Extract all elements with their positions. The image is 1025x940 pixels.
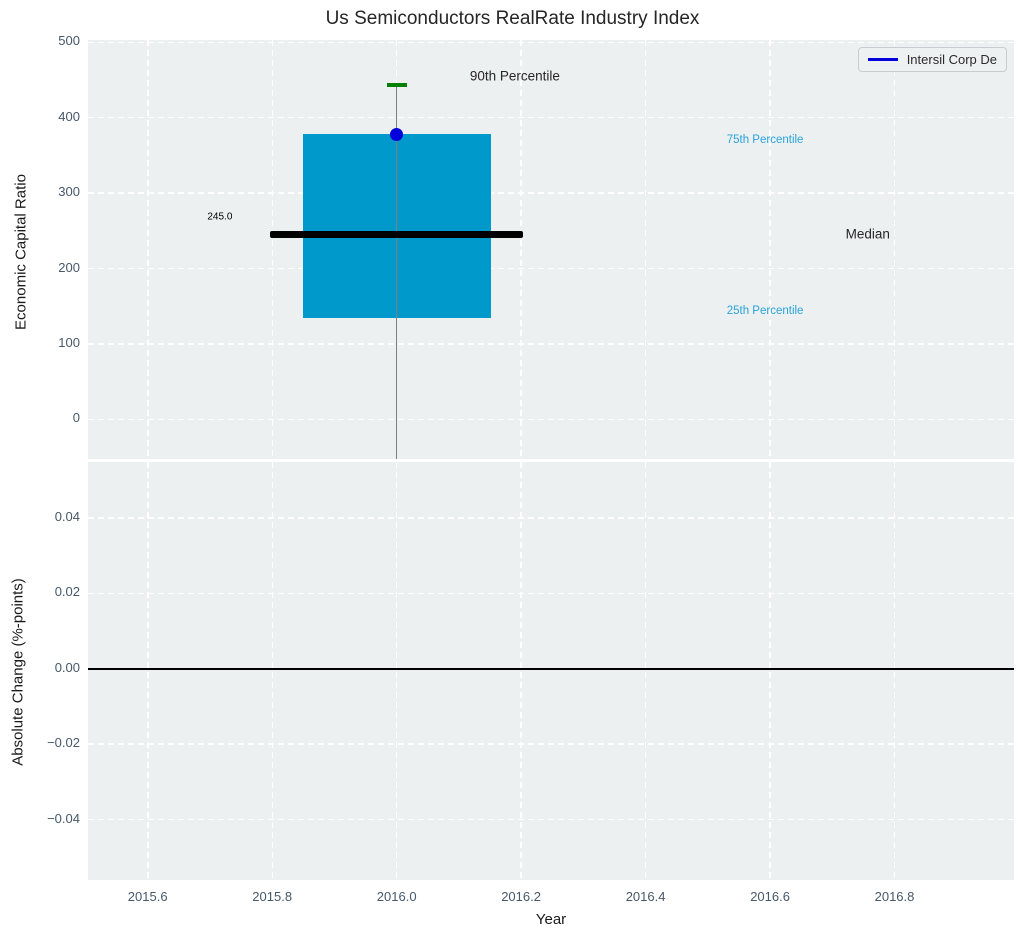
x-tick-label: 2016.6 — [750, 889, 790, 904]
y-tick-label: −0.04 — [47, 810, 80, 826]
y-grid-line — [88, 116, 1014, 119]
plot-area-absolute-change — [88, 462, 1014, 880]
plot-area-economic-capital-ratio: Intersil Corp De 245.0 90th Percentile 75t… — [88, 40, 1014, 459]
y-grid-line — [88, 818, 1014, 821]
x-tick-label: 2016.0 — [376, 889, 417, 904]
y-tick-label: 0.00 — [54, 659, 80, 675]
y-grid-line — [88, 592, 1014, 594]
y-tick-label: 0.04 — [54, 508, 80, 524]
x-tick-label: 2015.6 — [127, 889, 168, 904]
x-axis-label-year: Year — [535, 911, 567, 928]
x-grid-line — [520, 462, 522, 880]
annotation-25th-percentile: 25th Percentile — [726, 304, 804, 317]
y-tick-label: 100 — [58, 335, 80, 350]
x-grid-line — [644, 40, 647, 459]
y-tick-label: 200 — [58, 259, 80, 275]
x-tick-label: 2016.2 — [501, 889, 541, 904]
x-grid-line — [893, 462, 896, 880]
y-tick-label: 0.02 — [54, 584, 80, 600]
x-grid-line — [769, 40, 771, 459]
x-grid-line — [395, 462, 398, 880]
company-point — [390, 127, 404, 141]
y-grid-line — [88, 517, 1014, 519]
x-grid-line — [271, 40, 273, 459]
y-grid-line — [88, 743, 1014, 745]
whisker-line — [395, 84, 398, 459]
y-tick-label: −0.02 — [47, 735, 80, 751]
y-grid-line — [88, 267, 1014, 270]
annotation-245-0: 245.0 — [207, 211, 233, 223]
zero-line — [88, 667, 1014, 670]
x-grid-line — [893, 40, 896, 459]
y-grid-line — [88, 192, 1014, 194]
y-tick-label: 300 — [58, 184, 80, 200]
x-grid-line — [147, 40, 149, 459]
y-grid-line — [88, 41, 1014, 43]
annotation-median: Median — [845, 226, 890, 242]
median-line — [270, 231, 523, 239]
x-grid-line — [769, 462, 771, 880]
x-tick-label: 2016.4 — [625, 889, 666, 904]
legend-label: Intersil Corp De — [906, 52, 997, 67]
x-grid-line — [520, 40, 522, 459]
y-tick-label: 400 — [58, 108, 80, 124]
legend-line-icon — [867, 58, 898, 61]
x-tick-label: 2015.8 — [252, 889, 293, 904]
chart-title: Us Semiconductors RealRate Industry Inde… — [325, 8, 700, 29]
y-tick-label: 500 — [58, 33, 80, 49]
x-grid-line — [644, 462, 647, 880]
x-grid-line — [271, 462, 273, 880]
annotation-75th-percentile: 75th Percentile — [726, 134, 804, 147]
annotation-90th-percentile: 90th Percentile — [469, 68, 560, 84]
whisker-cap-90th — [386, 82, 407, 87]
y-grid-line — [88, 418, 1014, 421]
x-tick-label: 2016.8 — [874, 889, 915, 904]
legend: Intersil Corp De — [857, 47, 1007, 72]
x-grid-line — [147, 462, 149, 880]
y-grid-line — [88, 343, 1014, 345]
y-tick-label: 0 — [72, 410, 80, 426]
